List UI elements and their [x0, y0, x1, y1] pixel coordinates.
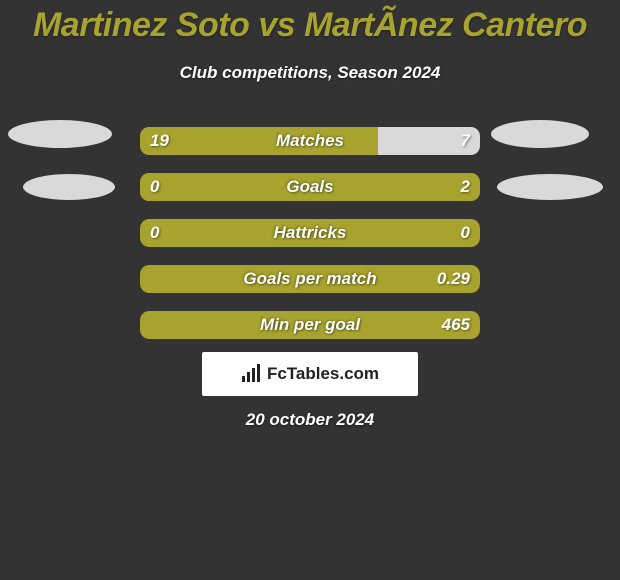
bar-bg — [140, 265, 480, 293]
stat-row-goals: 0 Goals 2 — [140, 173, 480, 201]
page-subtitle: Club competitions, Season 2024 — [0, 63, 620, 83]
comparison-chart: 19 Matches 7 0 Goals 2 0 Hattricks 0 Goa… — [0, 127, 620, 347]
brand-logo: FcTables.com — [202, 352, 418, 396]
stat-row-min-per-goal: Min per goal 465 — [140, 311, 480, 339]
bar-left-fill — [140, 127, 378, 155]
stat-row-matches: 19 Matches 7 — [140, 127, 480, 155]
stat-row-goals-per-match: Goals per match 0.29 — [140, 265, 480, 293]
player-right-ellipse-1 — [491, 120, 589, 148]
brand-text: FcTables.com — [267, 364, 379, 384]
bar-right-fill — [143, 173, 480, 201]
player-right-ellipse-2 — [497, 174, 603, 200]
bar-bg — [140, 311, 480, 339]
date-label: 20 october 2024 — [0, 410, 620, 430]
bar-right-fill — [378, 127, 480, 155]
bar-bg — [140, 219, 480, 247]
stat-row-hattricks: 0 Hattricks 0 — [140, 219, 480, 247]
page-title: Martinez Soto vs MartÃ­nez Cantero — [0, 0, 620, 45]
player-left-ellipse-1 — [8, 120, 112, 148]
player-left-ellipse-2 — [23, 174, 115, 200]
chart-icon — [241, 364, 263, 384]
